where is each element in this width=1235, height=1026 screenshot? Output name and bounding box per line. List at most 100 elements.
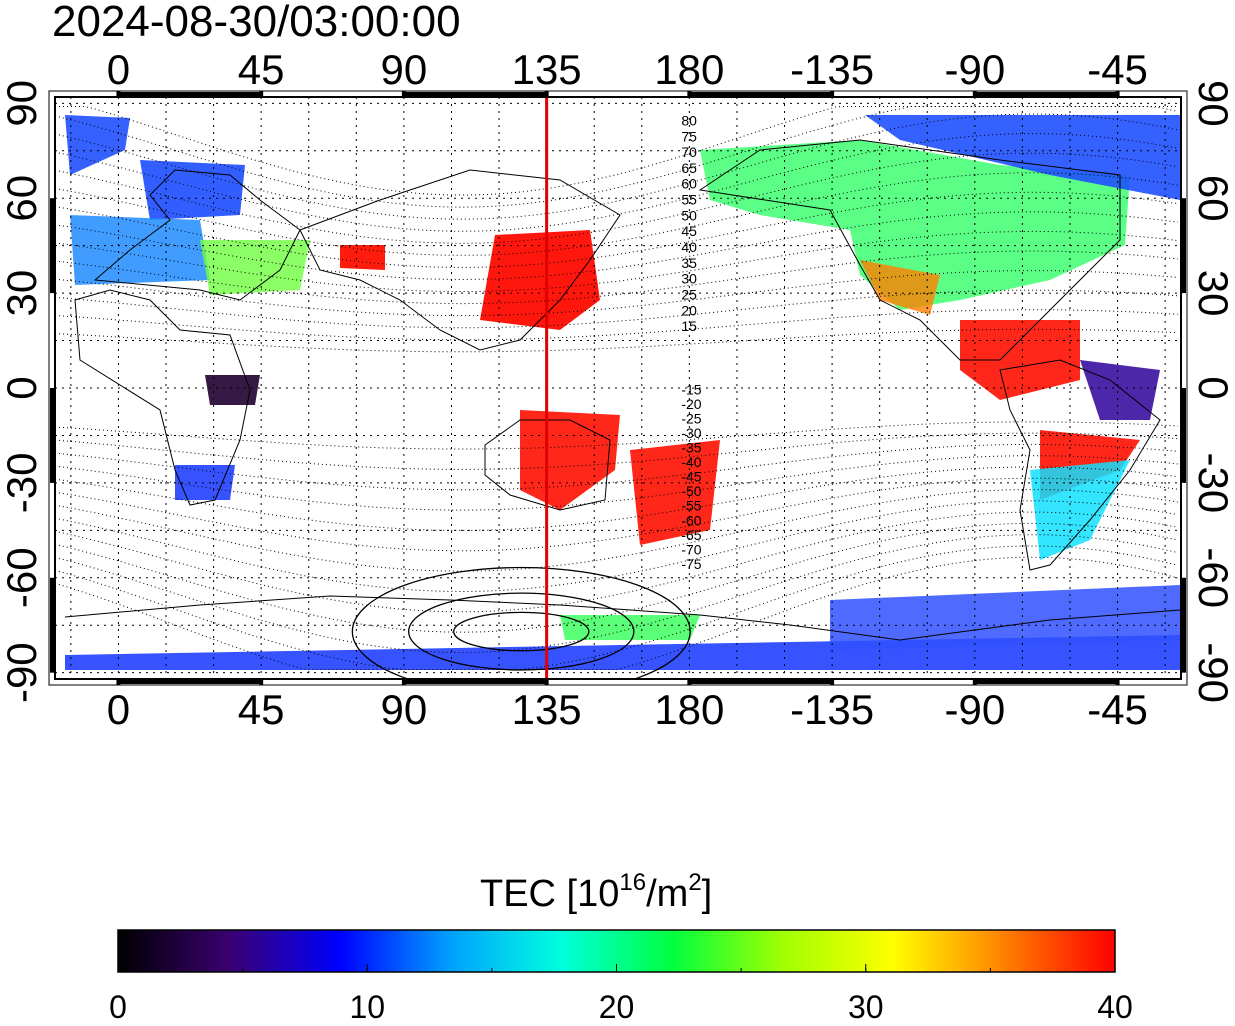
maglat-label-south: -70 xyxy=(681,541,701,557)
coastline-north-america xyxy=(698,139,1121,361)
maglat-contour xyxy=(55,489,1178,572)
maglat-pole-loop xyxy=(453,611,590,652)
maglat-label-south: -20 xyxy=(681,396,701,412)
tec-patch-east-europe xyxy=(200,240,310,295)
maglat-label-north: 40 xyxy=(681,239,697,255)
maglat-contour xyxy=(55,500,1178,593)
maglat-contour xyxy=(55,106,1178,208)
maglat-label-south: -45 xyxy=(681,469,701,485)
maglat-label-north: 75 xyxy=(681,128,697,144)
maglat-label-north: 80 xyxy=(681,112,697,128)
colorbar-tick-label: 40 xyxy=(1097,989,1133,1021)
left-frame-band xyxy=(50,388,54,483)
tec-patch-central-america xyxy=(960,320,1080,400)
left-lat-label: -60 xyxy=(0,547,45,608)
colorbar-tick-label: 10 xyxy=(349,989,385,1021)
maglat-label-north: 20 xyxy=(681,302,697,318)
tec-patch-europe xyxy=(70,215,210,285)
top-lon-label: 0 xyxy=(107,46,130,93)
coastlines xyxy=(64,139,1181,641)
tec-patch-south-pacific xyxy=(830,585,1180,650)
maglat-label-south: -50 xyxy=(681,483,701,499)
bottom-lon-label: 180 xyxy=(654,686,724,733)
right-lat-label: -60 xyxy=(1190,547,1235,608)
right-latitude-labels: 90 60 30 0 -30 -60 -90 xyxy=(1190,80,1235,703)
maglat-label-south: -30 xyxy=(681,425,701,441)
maglat-label-south: -25 xyxy=(681,410,701,426)
maglat-label-north: 30 xyxy=(681,271,697,287)
right-lat-label: 60 xyxy=(1190,175,1235,222)
right-frame-band xyxy=(1182,198,1186,294)
map-frame xyxy=(54,96,1182,680)
bottom-frame-band xyxy=(974,680,1118,684)
maglat-contour xyxy=(55,270,1178,317)
tec-patch-scandinavia xyxy=(140,160,245,220)
left-lat-label: 0 xyxy=(0,376,45,399)
tec-patch-south-america-south xyxy=(1030,460,1130,560)
maglat-contour xyxy=(55,172,1178,256)
bottom-lon-label: 0 xyxy=(107,686,130,733)
top-longitude-labels: 0 45 90 135 180 -135 -90 -45 xyxy=(107,46,1148,93)
maglat-label-north: 45 xyxy=(681,223,697,239)
coastline-antarctica xyxy=(64,595,1181,641)
bottom-frame-band xyxy=(403,680,547,684)
tec-patch-southern-africa xyxy=(175,465,235,500)
maglat-label-north: 65 xyxy=(681,160,697,176)
frame-ticks xyxy=(50,91,1186,685)
maglat-contour xyxy=(55,443,1178,491)
left-frame-band xyxy=(50,577,54,673)
maglat-contour xyxy=(55,113,1178,220)
colorbar-tick-label: 0 xyxy=(109,989,127,1021)
colorbar-labels: 0 10 20 30 40 xyxy=(109,989,1133,1025)
map-outer-frame xyxy=(48,90,1188,686)
top-frame-band xyxy=(689,92,833,96)
tec-patch-amazon xyxy=(1080,360,1160,420)
colorbar-ticks xyxy=(117,964,1116,972)
left-lat-label: -90 xyxy=(0,642,45,703)
right-lat-label: -90 xyxy=(1190,642,1235,703)
left-frame-band xyxy=(50,198,54,294)
maglat-label-north: 50 xyxy=(681,207,697,223)
coastline-asia xyxy=(299,169,621,351)
maglat-contour xyxy=(55,289,1178,329)
right-frame-band xyxy=(1182,388,1186,483)
bottom-lon-label: 135 xyxy=(512,686,582,733)
tec-patch-central-africa xyxy=(205,375,260,405)
colorbar-tick-label: 30 xyxy=(848,989,884,1021)
grid-lines xyxy=(55,97,1181,679)
tec-patch-central-asia xyxy=(340,245,385,270)
maglat-label-south: -15 xyxy=(681,381,701,397)
left-lat-label: 30 xyxy=(0,270,45,317)
top-lon-label: -90 xyxy=(944,46,1005,93)
right-lat-label: 90 xyxy=(1190,80,1235,127)
bottom-lon-label: -135 xyxy=(790,686,874,733)
bottom-frame-band xyxy=(689,680,833,684)
top-frame-band xyxy=(118,92,262,96)
bottom-lon-label: -90 xyxy=(944,686,1005,733)
top-lon-label: 180 xyxy=(654,46,724,93)
top-lon-label: 45 xyxy=(238,46,285,93)
maglat-pole-loop xyxy=(408,592,635,671)
left-lat-label: 90 xyxy=(0,80,45,127)
tec-patch-arctic-atlantic xyxy=(65,115,130,175)
bottom-lon-label: 90 xyxy=(381,686,428,733)
bottom-longitude-labels: 0 45 90 135 180 -135 -90 -45 xyxy=(107,686,1148,733)
bottom-lon-label: 45 xyxy=(238,686,285,733)
maglat-label-south: -35 xyxy=(681,440,701,456)
maglat-label-south: -40 xyxy=(681,454,701,470)
maglat-label-north: 25 xyxy=(681,286,697,302)
top-frame-band xyxy=(403,92,547,96)
maglat-contour xyxy=(55,152,1178,244)
maglat-label-south: -75 xyxy=(681,556,701,572)
top-lon-label: -135 xyxy=(790,46,874,93)
bottom-lon-label: -45 xyxy=(1087,686,1148,733)
tec-patch-east-asia xyxy=(480,230,600,330)
coastline-south-america xyxy=(999,359,1161,571)
maglat-label-south: -60 xyxy=(681,512,701,528)
tec-patch-new-zealand xyxy=(630,440,720,545)
maglat-label-north: 15 xyxy=(681,318,697,334)
tec-patch-canada-arctic xyxy=(865,115,1180,200)
